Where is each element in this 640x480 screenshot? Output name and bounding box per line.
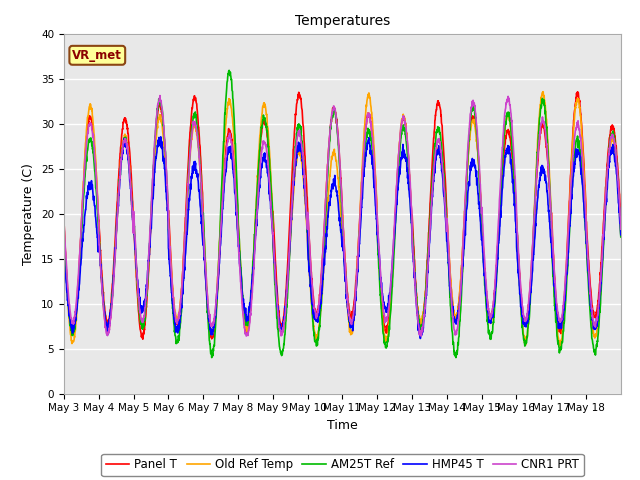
Panel T [573,89,581,95]
Panel T [60,222,68,228]
Panel T [139,336,147,342]
HMP45 T [542,178,550,184]
HMP45 T [236,265,244,271]
Panel T [510,183,518,189]
AM25T Ref [511,178,518,184]
Line: AM25T Ref: AM25T Ref [64,71,621,358]
Line: Panel T: Panel T [64,92,621,339]
CNR1 PRT [542,133,550,139]
Old Ref Temp [609,139,617,144]
HMP45 T [60,252,68,257]
Panel T [116,157,124,163]
Line: HMP45 T: HMP45 T [64,137,621,338]
Old Ref Temp [542,108,550,113]
Panel T [617,215,625,221]
Legend: Panel T, Old Ref Temp, AM25T Ref, HMP45 T, CNR1 PRT: Panel T, Old Ref Temp, AM25T Ref, HMP45 … [101,454,584,476]
AM25T Ref [236,255,244,261]
CNR1 PRT [417,333,425,339]
Old Ref Temp [236,248,244,254]
CNR1 PRT [511,162,518,168]
AM25T Ref [60,232,68,238]
Y-axis label: Temperature (C): Temperature (C) [22,163,35,264]
Panel T [376,271,384,277]
Old Ref Temp [539,89,547,95]
AM25T Ref [208,355,216,360]
HMP45 T [511,203,518,209]
Old Ref Temp [376,272,383,277]
Panel T [542,137,550,143]
Line: CNR1 PRT: CNR1 PRT [64,96,621,336]
HMP45 T [617,232,625,238]
CNR1 PRT [617,227,625,232]
CNR1 PRT [609,136,617,142]
AM25T Ref [376,292,384,298]
HMP45 T [609,148,617,154]
Old Ref Temp [556,343,564,349]
HMP45 T [116,182,124,188]
X-axis label: Time: Time [327,419,358,432]
CNR1 PRT [116,179,124,185]
Title: Temperatures: Temperatures [295,14,390,28]
Panel T [609,124,617,130]
Old Ref Temp [510,168,518,174]
AM25T Ref [609,130,617,135]
HMP45 T [417,336,424,341]
Old Ref Temp [116,176,124,181]
Old Ref Temp [60,220,68,226]
Line: Old Ref Temp: Old Ref Temp [64,92,621,346]
AM25T Ref [542,120,550,126]
Old Ref Temp [617,231,625,237]
CNR1 PRT [236,268,244,274]
CNR1 PRT [156,93,164,98]
AM25T Ref [116,178,124,183]
AM25T Ref [225,68,233,73]
HMP45 T [157,134,164,140]
CNR1 PRT [60,220,68,226]
Text: VR_met: VR_met [72,49,122,62]
AM25T Ref [617,234,625,240]
CNR1 PRT [376,262,384,268]
Panel T [236,260,244,266]
HMP45 T [376,263,384,269]
